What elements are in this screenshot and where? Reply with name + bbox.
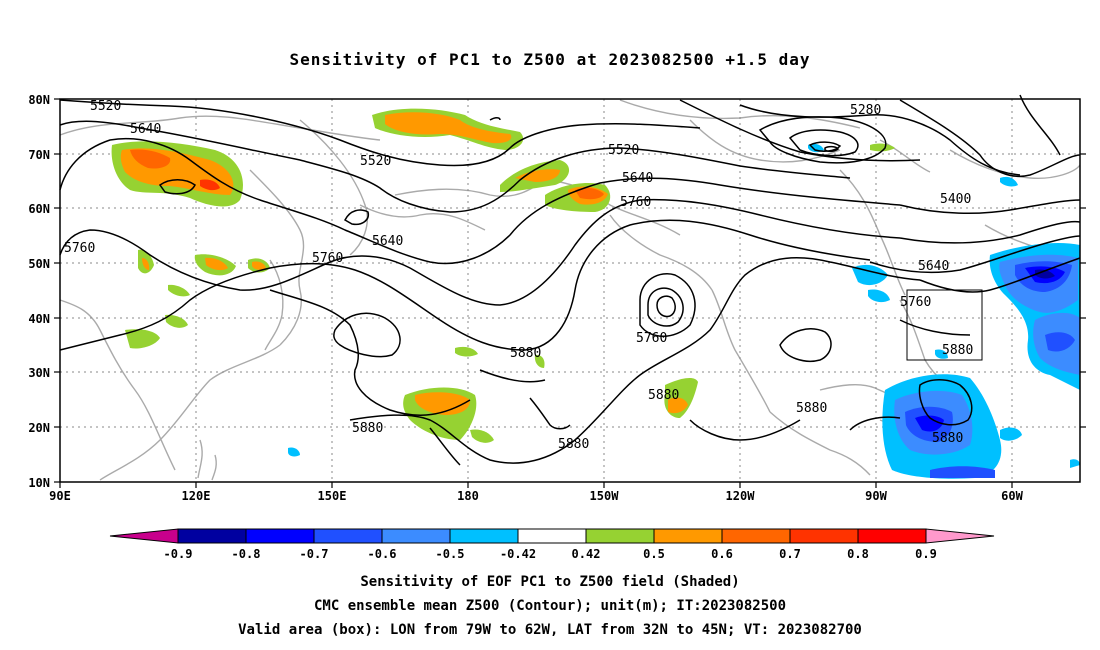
caption-shaded: Sensitivity of EOF PC1 to Z500 field (Sh… — [360, 574, 740, 590]
colorbar-triangle-low — [109, 528, 179, 544]
lat-tick-label: 40N — [28, 312, 50, 326]
colorbar-swatch — [721, 528, 791, 544]
colorbar-swatch — [585, 528, 655, 544]
contour-label: 5760 — [312, 251, 343, 266]
lat-tick-label: 30N — [28, 366, 50, 380]
contour-label: 5880 — [558, 437, 589, 452]
contour-label: 5880 — [932, 431, 963, 446]
colorbar-swatch — [517, 528, 587, 544]
negative-sensitivity-patches — [288, 143, 1080, 479]
colorbar-swatch — [177, 528, 247, 544]
z500-contours — [59, 94, 1081, 466]
colorbar-swatch — [313, 528, 383, 544]
colorbar-tick-label: 0.42 — [572, 547, 601, 561]
lat-tick-label: 10N — [28, 476, 50, 490]
lon-tick-label: 120E — [182, 489, 211, 503]
contour-label: 5520 — [90, 99, 121, 114]
positive-sensitivity-patches — [111, 108, 895, 443]
caption-contour: CMC ensemble mean Z500 (Contour); unit(m… — [313, 598, 786, 614]
lat-tick-label: 50N — [28, 257, 50, 271]
colorbar-swatch — [653, 528, 723, 544]
lon-tick-label: 180 — [457, 489, 479, 503]
caption-valid-area: Valid area (box): LON from 79W to 62W, L… — [238, 622, 862, 638]
lat-tick-label: 80N — [28, 93, 50, 107]
colorbar-tick-label: 0.9 — [915, 547, 937, 561]
contour-label: 5280 — [850, 103, 881, 118]
colorbar-swatch — [789, 528, 859, 544]
lon-tick-label: 90W — [865, 489, 887, 503]
contour-label: 5640 — [622, 171, 653, 186]
contour-label: 5760 — [620, 195, 651, 210]
colorbar-tick-label: -0.7 — [300, 547, 329, 561]
contour-label: 5760 — [900, 295, 931, 310]
contour-label: 5520 — [360, 154, 391, 169]
colorbar-tick-label: -0.6 — [368, 547, 397, 561]
contour-label: 5520 — [608, 143, 639, 158]
lon-tick-label: 120W — [726, 489, 756, 503]
contour-label: 5640 — [372, 234, 403, 249]
map-frame — [59, 98, 1081, 483]
contour-label: 5640 — [130, 122, 161, 137]
colorbar-tick-label: -0.5 — [436, 547, 465, 561]
contour-label: 5760 — [636, 331, 667, 346]
colorbar-swatch — [381, 528, 451, 544]
lat-tick-label: 60N — [28, 202, 50, 216]
contour-label: 5880 — [510, 346, 541, 361]
colorbar-tick-label: 0.8 — [847, 547, 869, 561]
contour-label: 5400 — [940, 192, 971, 207]
lat-tick-label: 70N — [28, 148, 50, 162]
colorbar-swatch — [857, 528, 927, 544]
contour-label: 5880 — [648, 388, 679, 403]
longitude-axis: 90E 120E 150E 180 150W 120W 90W 60W — [49, 482, 1024, 503]
contour-label: 5640 — [918, 259, 949, 274]
contour-label: 5760 — [64, 241, 95, 256]
colorbar-tick-label: 0.5 — [643, 547, 665, 561]
colorbar-swatch — [245, 528, 315, 544]
colorbar: -0.9 -0.8 -0.7 -0.6 -0.5 -0.42 0.42 0.5 0.6 0.7 0.… — [109, 528, 995, 561]
contour-label: 5880 — [942, 343, 973, 358]
lat-tick-label: 20N — [28, 421, 50, 435]
colorbar-tick-label: -0.8 — [232, 547, 261, 561]
lon-tick-label: 150W — [590, 489, 620, 503]
latitude-axis: 80N 70N 60N 50N 40N 30N 20N 10N — [28, 93, 1086, 490]
colorbar-tick-label: 0.7 — [779, 547, 801, 561]
map-title: Sensitivity of PC1 to Z500 at 2023082500… — [289, 50, 811, 69]
colorbar-tick-label: 0.6 — [711, 547, 733, 561]
colorbar-swatch — [449, 528, 519, 544]
colorbar-tick-label: -0.42 — [500, 547, 536, 561]
contour-label: 5880 — [796, 401, 827, 416]
lon-tick-label: 150E — [318, 489, 347, 503]
colorbar-triangle-high — [925, 528, 995, 544]
plot-area: 5520 5640 5520 5520 5640 5760 5640 5760 … — [59, 94, 1081, 483]
lon-tick-label: 90E — [49, 489, 71, 503]
lon-tick-label: 60W — [1001, 489, 1023, 503]
valid-area-box — [906, 289, 983, 361]
contour-label-group: 5520 5640 5520 5520 5640 5760 5640 5760 … — [64, 99, 973, 452]
colorbar-tick-label: -0.9 — [164, 547, 193, 561]
contour-label: 5880 — [352, 421, 383, 436]
